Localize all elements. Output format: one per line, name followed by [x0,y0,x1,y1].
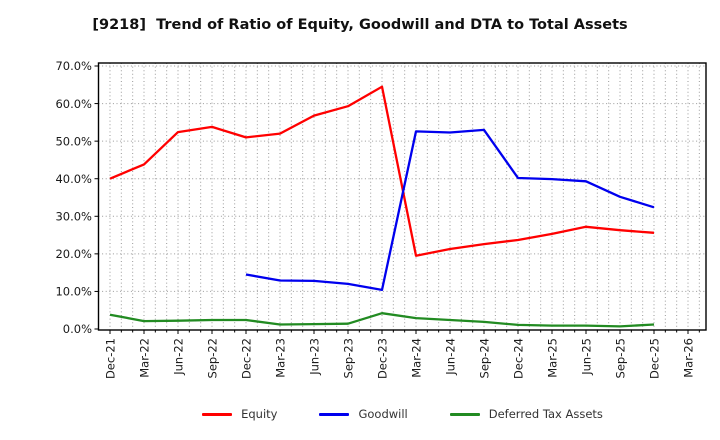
legend-label-goodwill: Goodwill [358,407,408,421]
x-axis-label: Dec-23 [376,338,390,379]
goodwill-line [245,128,655,292]
x-axis-label: Dec-25 [648,338,662,379]
x-axis-label: Dec-24 [512,338,526,379]
legend-label-dta: Deferred Tax Assets [488,407,603,421]
x-axis-label: Sep-25 [614,338,628,378]
y-axis-label: 0.0% [63,322,92,336]
legend-label-equity: Equity [241,407,278,421]
y-axis-label: 60.0% [55,97,92,111]
x-axis-label: Jun-24 [444,338,458,376]
y-axis-label: 20.0% [55,247,92,261]
plot-border [97,62,707,331]
legend-swatch-equity [202,412,233,416]
x-axis-label: Jun-22 [172,338,186,376]
legend-item-dta: Deferred Tax Assets [449,407,603,421]
legend-swatch-dta [449,412,480,416]
x-axis-label: Mar-24 [410,338,424,378]
legend-swatch-goodwill [319,412,350,416]
x-axis-label: Mar-22 [138,338,152,378]
y-axis-label: 10.0% [55,285,92,299]
x-axis-label: Dec-21 [104,338,118,379]
chart-legend: Equity Goodwill Deferred Tax Assets [99,402,706,426]
x-axis-label: Mar-26 [682,338,696,378]
y-axis-label: 40.0% [55,172,92,186]
deferred-tax-assets-line [109,312,655,328]
x-axis-label: Jun-25 [580,338,594,376]
x-axis-label: Dec-22 [240,338,254,379]
y-axis-label: 30.0% [55,209,92,223]
legend-item-goodwill: Goodwill [319,407,408,421]
x-axis-label: Sep-24 [478,338,492,378]
chart-title: [9218] Trend of Ratio of Equity, Goodwil… [92,17,628,33]
x-axis-label: Sep-22 [206,338,220,378]
x-axis-label: Jun-23 [308,338,322,376]
x-axis-label: Sep-23 [342,338,356,378]
y-axis-label: 70.0% [55,59,92,73]
x-axis-label: Mar-25 [546,338,560,378]
legend-item-equity: Equity [202,407,277,421]
y-axis-label: 50.0% [55,134,92,148]
x-axis-label: Mar-23 [274,338,288,378]
equity-line [109,85,655,257]
